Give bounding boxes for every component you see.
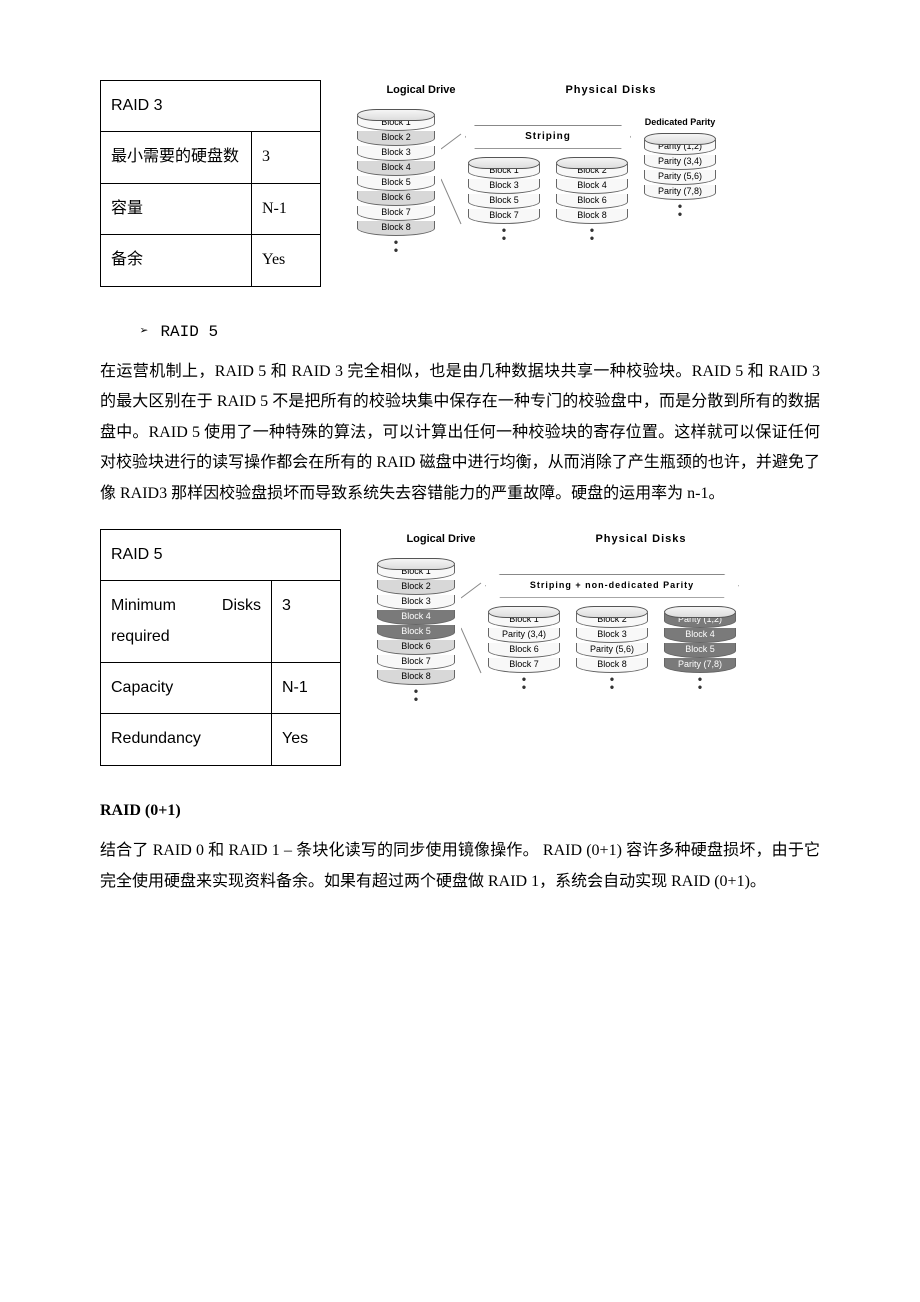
raid5-row: RAID 5 Minimum Disks required 3 Capacity…: [100, 529, 820, 766]
raid3-row: RAID 3 最小需要的硬盘数 3 容量 N-1 备余 Yes Logical …: [100, 80, 820, 287]
raid5-row1-value: N-1: [272, 663, 341, 714]
raid3-row2-value: Yes: [252, 235, 321, 286]
raid5-row0-word-b: Disks: [222, 591, 261, 621]
raid5-row1-label: Capacity: [101, 663, 272, 714]
raid01-paragraph: 结合了 RAID 0 和 RAID 1 – 条块化读写的同步使用镜像操作。 RA…: [100, 836, 820, 897]
raid5-row2-value: Yes: [272, 714, 341, 765]
raid3-row1-value: N-1: [252, 183, 321, 234]
raid5-paragraph: 在运营机制上，RAID 5 和 RAID 3 完全相似，也是由几种数据块共享一种…: [100, 357, 820, 509]
raid5-row0-value: 3: [272, 581, 341, 663]
raid5-row0-label: Minimum Disks required: [101, 581, 272, 663]
raid5-diagram: Logical DrivePhysical DisksBlock 1Block …: [371, 529, 771, 703]
raid5-row0-word-a: Minimum: [111, 591, 176, 621]
raid3-row1-label: 容量: [101, 183, 252, 234]
raid3-row2-label: 备余: [101, 235, 252, 286]
raid5-bullet: ➢ RAID 5: [140, 317, 820, 347]
arrow-icon: ➢: [140, 318, 148, 345]
raid3-row0-value: 3: [252, 132, 321, 183]
raid5-heading-label: RAID 5: [160, 317, 218, 347]
raid3-table: RAID 3 最小需要的硬盘数 3 容量 N-1 备余 Yes: [100, 80, 321, 287]
raid01-heading: RAID (0+1): [100, 796, 820, 826]
raid3-row0-label: 最小需要的硬盘数: [101, 132, 252, 183]
raid5-row2-label: Redundancy: [101, 714, 272, 765]
raid5-table: RAID 5 Minimum Disks required 3 Capacity…: [100, 529, 341, 766]
raid5-table-title: RAID 5: [101, 529, 341, 580]
raid3-table-title: RAID 3: [101, 81, 321, 132]
raid3-diagram: Logical DrivePhysical DisksBlock 1Block …: [351, 80, 731, 254]
